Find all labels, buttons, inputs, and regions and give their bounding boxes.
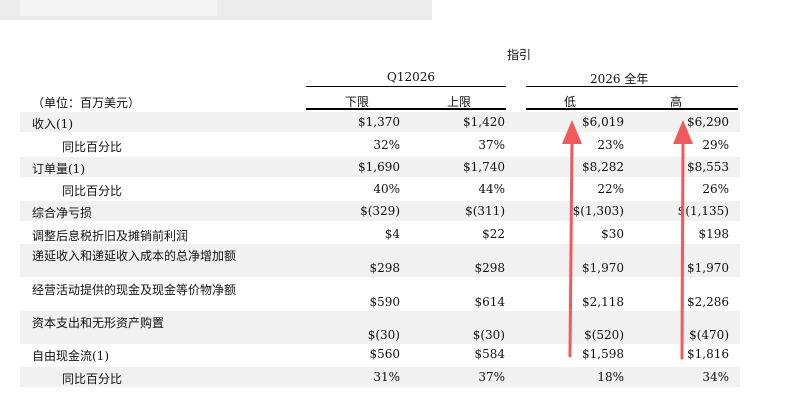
row-value: 37% [478,370,505,384]
q-period-rule [306,86,506,87]
row-value: $1,598 [582,347,624,361]
row-value: $560 [369,347,400,361]
row-value: $30 [601,227,624,241]
row-label: 订单量(1) [32,162,85,176]
row-label: 经营活动提供的现金及现金等价物净额 [32,283,237,297]
row-value: $1,420 [463,115,505,129]
q-high-header: 上限 [447,95,472,109]
top-gray-bar [20,0,217,16]
row-value: $6,290 [687,115,729,129]
row-label: 同比百分比 [62,140,123,154]
row-shade [20,112,740,132]
row-value: $1,370 [358,115,400,129]
row-label: 收入(1) [32,117,73,131]
row-shade [20,244,740,277]
row-value: 18% [597,370,624,384]
row-value: $590 [369,295,400,309]
fy-period-header: 2026 全年 [590,72,649,86]
q-period-header: Q12026 [387,70,436,84]
row-value: $1,816 [687,347,729,361]
row-value: 34% [702,370,729,384]
row-value: 29% [702,138,729,152]
arrow-head [562,120,582,144]
row-value: $8,282 [582,160,624,174]
row-label: 递延收入和递延收入成本的总净增加额 [32,249,237,263]
row-value: $198 [698,227,729,241]
fy-low-header: 低 [564,95,577,109]
row-value: $2,286 [687,295,729,309]
row-value: $1,690 [358,160,400,174]
row-label: 同比百分比 [62,184,123,198]
row-value: $6,019 [582,115,624,129]
row-label: 同比百分比 [62,372,123,386]
row-shade [20,201,740,221]
unit-label: （单位：百万美元） [32,96,141,110]
row-value: $(30) [367,328,400,342]
row-shade [20,311,740,344]
q-column-rule [306,108,506,110]
row-value: $(30) [472,328,505,342]
row-value: 37% [478,138,505,152]
row-value: $4 [384,227,400,241]
arrow-shaft [568,136,574,358]
arrow-shaft [680,136,685,360]
row-label: 综合净亏损 [32,206,93,220]
row-value: $584 [474,347,505,361]
row-value: $(311) [465,204,505,218]
guidance-header: 指引 [507,48,532,62]
row-value: 31% [373,370,400,384]
row-value: $1,970 [582,261,624,275]
row-value: $298 [369,261,400,275]
row-value: 32% [373,138,400,152]
row-value: $2,118 [582,295,624,309]
fy-column-rule [526,108,738,110]
arrow-head [673,120,693,144]
row-value: $1,740 [463,160,505,174]
row-value: 26% [702,182,729,196]
row-shade [20,157,740,177]
row-label: 调整后息税折旧及摊销前利润 [32,229,189,243]
row-value: 22% [597,182,624,196]
row-value: $298 [474,261,505,275]
row-shade [20,367,740,387]
row-value: $(520) [584,328,624,342]
row-label: 自由现金流(1) [32,349,109,363]
row-value: 44% [478,182,505,196]
row-value: 40% [373,182,400,196]
row-value: $1,970 [687,261,729,275]
q-low-header: 下限 [345,95,370,109]
row-value: $(329) [360,204,400,218]
row-value: $614 [474,295,505,309]
fy-high-header: 高 [670,95,683,109]
row-value: $8,553 [687,160,729,174]
row-value: $(470) [689,328,729,342]
row-value: $22 [482,227,505,241]
row-value: 23% [597,138,624,152]
row-value: $(1,135) [677,204,729,218]
fy-period-rule [526,86,738,87]
row-value: $(1,303) [572,204,624,218]
row-label: 资本支出和无形资产购置 [32,316,165,330]
